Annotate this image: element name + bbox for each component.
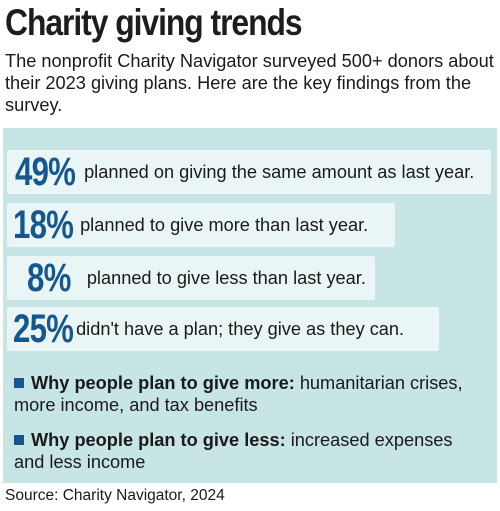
finding-label: planned to give less than last year.: [86, 267, 366, 288]
reason-text: increased expenses and less income: [14, 430, 453, 472]
page-title: Charity giving trends: [5, 2, 303, 43]
finding-row: 25% didn't have a plan; they give as the…: [7, 307, 439, 351]
finding-row: 49% planned on giving the same amount as…: [7, 150, 491, 194]
finding-row: 18% planned to give more than last year.: [7, 203, 395, 247]
finding-value: 8%: [27, 255, 71, 300]
square-bullet-icon: [14, 435, 24, 445]
finding-value: 18%: [13, 202, 74, 247]
finding-value: 49%: [15, 149, 76, 194]
reason-heading: Why people plan to give less:: [31, 430, 286, 450]
reason-more: Why people plan to give more: humanitari…: [14, 372, 484, 416]
square-bullet-icon: [14, 378, 24, 388]
reason-text: humanitarian crises, more income, and ta…: [14, 373, 463, 415]
finding-row: 8% planned to give less than last year.: [7, 256, 375, 300]
finding-label: planned to give more than last year.: [80, 214, 369, 235]
finding-label: planned on giving the same amount as las…: [84, 161, 475, 182]
finding-label: didn't have a plan; they give as they ca…: [76, 318, 405, 339]
source-note: Source: Charity Navigator, 2024: [5, 487, 225, 504]
intro-text: The nonprofit Charity Navigator surveyed…: [5, 51, 494, 115]
reason-less: Why people plan to give less: increased …: [14, 429, 484, 473]
reason-heading: Why people plan to give more:: [31, 373, 295, 393]
finding-value: 25%: [13, 306, 74, 351]
